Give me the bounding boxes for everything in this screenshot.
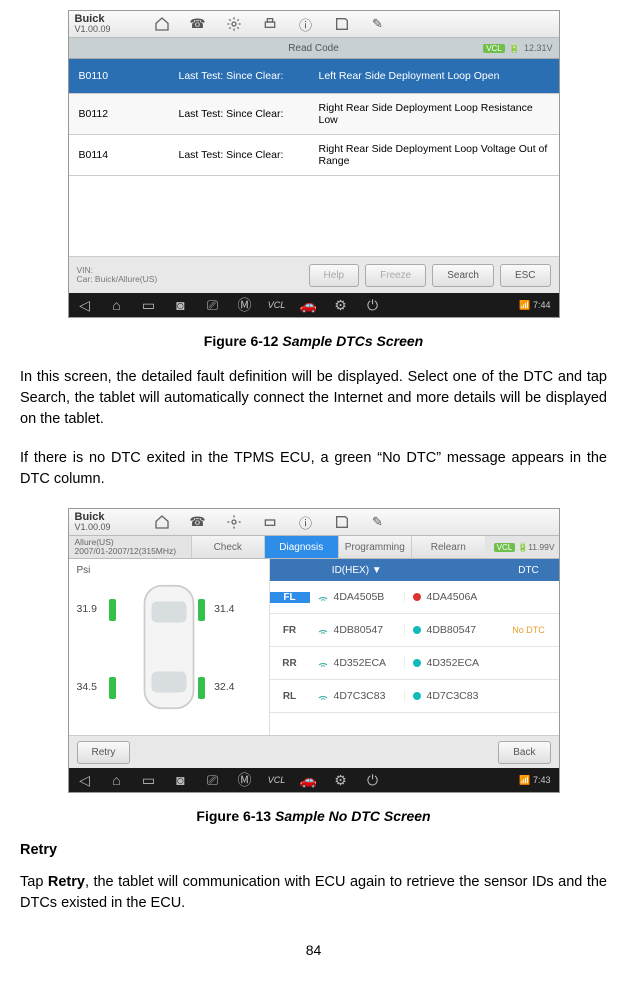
paragraph: If there is no DTC exited in the TPMS EC… [20, 448, 607, 490]
home-icon[interactable] [153, 513, 171, 531]
model-info: Allure(US)2007/01-2007/12(315MHz) [69, 538, 191, 557]
psi-fl: 31.9 [77, 603, 97, 615]
vci-icon[interactable]: VCL [269, 297, 285, 313]
sensor-panel: ID(HEX) ▼ DTC FL 4DA4505B 4DA4506A FR 4D… [270, 559, 559, 735]
home-icon[interactable] [153, 15, 171, 33]
screen-icon[interactable]: ⎚ [205, 772, 221, 788]
alert-icon [413, 593, 421, 601]
screen-icon[interactable]: ⎚ [205, 297, 221, 313]
sensor-row[interactable]: FL 4DA4505B 4DA4506A [270, 581, 559, 614]
gear-icon[interactable] [225, 15, 243, 33]
power-icon[interactable]: ⏻ [365, 297, 381, 313]
save-icon[interactable] [333, 15, 351, 33]
toolbar: Buick V1.00.09 ☎ ⓘ ✎ [69, 11, 559, 38]
vin-bar: VIN:Car: Buick/Allure(US) Help Freeze Se… [69, 256, 559, 293]
home-nav-icon[interactable]: ⌂ [109, 297, 125, 313]
clock: 📶 7:43 [519, 775, 550, 786]
system-bar: ◁ ⌂ ▭ ◙ ⎚ Ⓜ VCL 🚗 ⚙ ⏻ 📶 7:43 [69, 768, 559, 792]
section-heading-retry: Retry [20, 842, 607, 858]
dtc-screenshot: Buick V1.00.09 ☎ ⓘ ✎ Read Code VCL 🔋12.3… [68, 10, 560, 318]
dtc-row-header[interactable]: B0110 Last Test: Since Clear: Left Rear … [69, 59, 559, 94]
tire-fl-icon [109, 599, 116, 621]
tire-rl-icon [109, 677, 116, 699]
back-icon[interactable]: ◁ [77, 772, 93, 788]
save-icon[interactable] [333, 513, 351, 531]
gear-icon[interactable] [225, 513, 243, 531]
recent-icon[interactable]: ▭ [141, 297, 157, 313]
app-icon[interactable]: ◙ [173, 297, 189, 313]
recent-icon[interactable]: ▭ [141, 772, 157, 788]
m-icon[interactable]: Ⓜ [237, 297, 253, 313]
back-button[interactable]: Back [498, 741, 550, 764]
vci-icon[interactable]: VCL [269, 772, 285, 788]
tool-icon[interactable]: ⚙ [333, 772, 349, 788]
car-icon[interactable]: 🚗 [301, 772, 317, 788]
sensor-header: ID(HEX) ▼ DTC [270, 559, 559, 581]
sensor-row[interactable]: FR 4DB80547 4DB80547 No DTC [270, 614, 559, 647]
nodtc-text: No DTC [499, 625, 559, 635]
freeze-button[interactable]: Freeze [365, 264, 426, 287]
psi-rr: 32.4 [214, 681, 234, 693]
tool-icon[interactable]: ⚙ [333, 297, 349, 313]
phone-icon[interactable]: ☎ [189, 15, 207, 33]
tab-diagnosis[interactable]: Diagnosis [264, 536, 338, 558]
tire-fr-icon [198, 599, 205, 621]
tab-relearn[interactable]: Relearn [411, 536, 485, 558]
sensor-row[interactable]: RL 4D7C3C83 4D7C3C83 [270, 680, 559, 713]
vci-voltage: VCL 🔋11.99V [485, 542, 559, 553]
brand-label: Buick V1.00.09 [75, 512, 135, 532]
print-icon[interactable] [261, 513, 279, 531]
nodtc-screenshot: Buick V1.00.09 ☎ ⓘ ✎ Allure(US)2007/01-2… [68, 508, 560, 793]
brand-label: Buick V1.00.09 [75, 14, 135, 34]
tab-check[interactable]: Check [191, 536, 265, 558]
home-nav-icon[interactable]: ⌂ [109, 772, 125, 788]
figure-caption-2: Figure 6-13 Sample No DTC Screen [20, 808, 607, 824]
print-icon[interactable] [261, 15, 279, 33]
toolbar: Buick V1.00.09 ☎ ⓘ ✎ [69, 509, 559, 536]
page-number: 84 [20, 942, 607, 958]
subtitle-bar: Read Code VCL 🔋12.31V [69, 38, 559, 59]
diagnosis-body: Psi 31.9 31.4 34.5 32.4 [69, 559, 559, 735]
figure-caption-1: Figure 6-12 Sample DTCs Screen [20, 333, 607, 349]
car-icon[interactable]: 🚗 [301, 297, 317, 313]
car-panel: Psi 31.9 31.4 34.5 32.4 [69, 559, 270, 735]
info-icon[interactable]: ⓘ [297, 15, 315, 33]
psi-fr: 31.4 [214, 603, 234, 615]
info-icon[interactable]: ⓘ [297, 513, 315, 531]
psi-rl: 34.5 [77, 681, 97, 693]
app-icon[interactable]: ◙ [173, 772, 189, 788]
power-icon[interactable]: ⏻ [365, 772, 381, 788]
phone-icon[interactable]: ☎ [189, 513, 207, 531]
ok-icon [413, 659, 421, 667]
bottom-buttons: Retry Back [69, 735, 559, 768]
esc-button[interactable]: ESC [500, 264, 551, 287]
system-bar: ◁ ⌂ ▭ ◙ ⎚ Ⓜ VCL 🚗 ⚙ ⏻ 📶 7:44 [69, 293, 559, 317]
blank-area [69, 176, 559, 256]
sensor-row[interactable]: RR 4D352ECA 4D352ECA [270, 647, 559, 680]
dtc-row[interactable]: B0114 Last Test: Since Clear: Right Rear… [69, 135, 559, 176]
edit-icon[interactable]: ✎ [369, 15, 387, 33]
ok-icon [413, 692, 421, 700]
clock: 📶 7:44 [519, 300, 550, 311]
psi-label: Psi [77, 565, 91, 576]
tire-rr-icon [198, 677, 205, 699]
search-button[interactable]: Search [432, 264, 494, 287]
ok-icon [413, 626, 421, 634]
paragraph: In this screen, the detailed fault defin… [20, 367, 607, 430]
retry-button[interactable]: Retry [77, 741, 131, 764]
m-icon[interactable]: Ⓜ [237, 772, 253, 788]
dtc-row[interactable]: B0112 Last Test: Since Clear: Right Rear… [69, 94, 559, 135]
help-button[interactable]: Help [309, 264, 360, 287]
edit-icon[interactable]: ✎ [369, 513, 387, 531]
subtabs: Allure(US)2007/01-2007/12(315MHz) Check … [69, 536, 559, 559]
paragraph: Tap Retry, the tablet will communication… [20, 872, 607, 914]
tab-programming[interactable]: Programming [338, 536, 412, 558]
back-icon[interactable]: ◁ [77, 297, 93, 313]
